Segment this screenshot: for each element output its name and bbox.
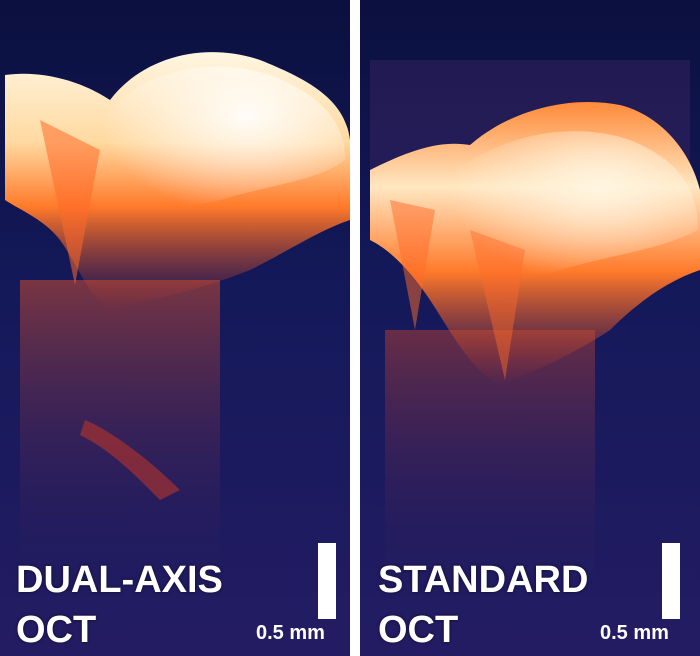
scale-bar-label: 0.5 mm — [256, 622, 325, 644]
panel-divider — [350, 0, 360, 656]
scale-bar — [662, 543, 680, 619]
label-line-2: OCT — [16, 609, 97, 651]
dual-axis-oct-panel: DUAL-AXIS OCT 0.5 mm — [0, 0, 350, 656]
standard-oct-volume-image — [370, 60, 700, 590]
dual-axis-oct-volume-image — [5, 52, 350, 580]
dual-axis-oct-label: DUAL-AXIS OCT — [16, 555, 223, 655]
standard-oct-panel: STANDARD OCT 0.5 mm — [360, 0, 700, 656]
label-line-1: STANDARD — [378, 559, 589, 601]
label-line-1: DUAL-AXIS — [16, 559, 223, 601]
standard-oct-label: STANDARD OCT — [378, 555, 588, 655]
scale-bar-label: 0.5 mm — [600, 622, 669, 644]
scale-bar — [318, 543, 336, 619]
label-line-2: OCT — [378, 609, 459, 651]
